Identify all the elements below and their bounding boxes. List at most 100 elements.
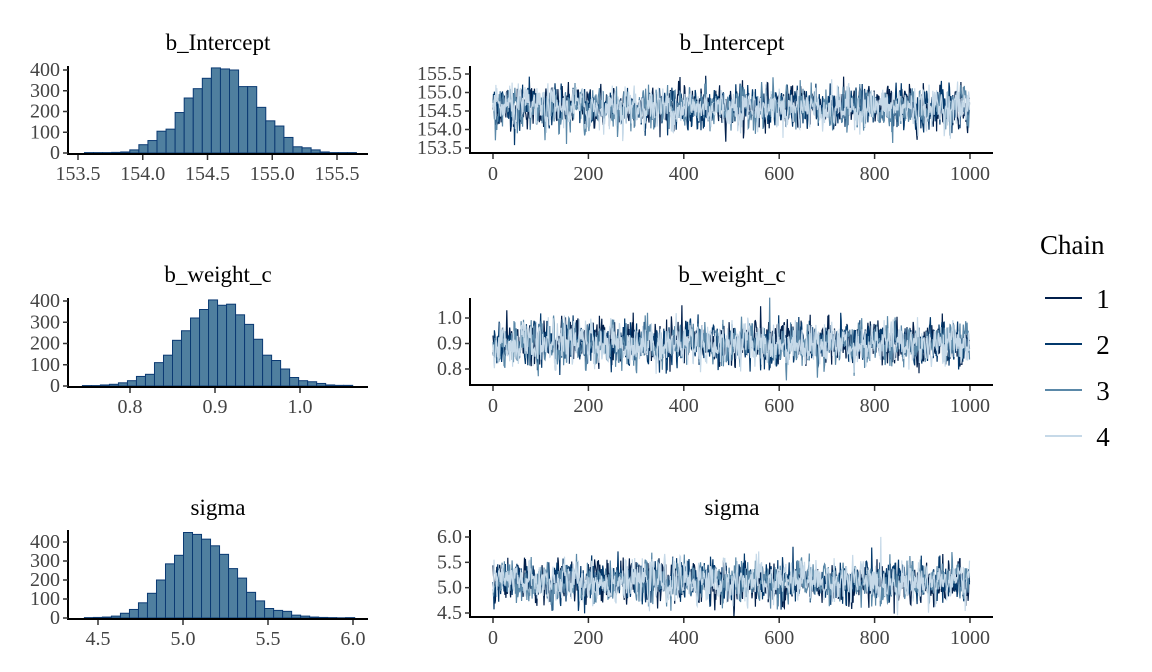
legend-title: Chain	[1040, 230, 1105, 260]
histogram-bar	[265, 120, 276, 154]
histogram-y-tick-label: 200	[30, 101, 60, 123]
histogram-bar	[229, 69, 240, 154]
histogram-bar	[238, 86, 249, 154]
histogram-y-tick-label: 100	[30, 588, 60, 610]
histogram-bar	[181, 330, 192, 387]
histogram-x-tick-label: 1.0	[288, 396, 313, 418]
histogram-x-tick-label: 0.9	[203, 396, 228, 418]
histogram-y-tick-label: 300	[30, 80, 60, 102]
histogram-bar	[237, 577, 248, 619]
histogram-bar	[256, 106, 267, 154]
histogram-bar	[128, 608, 139, 619]
trace-x-tick-label: 600	[764, 395, 794, 417]
trace-x-tick-label: 0	[488, 395, 498, 417]
histogram-bar	[156, 130, 167, 154]
trace-x-tick-label: 400	[669, 627, 699, 649]
histogram-bar	[192, 88, 203, 154]
histogram-x-tick-label: 0.8	[118, 396, 143, 418]
histogram-bar	[334, 384, 345, 387]
trace-y-tick-label: 155.0	[417, 82, 462, 104]
trace-y-tick-label: 6.0	[437, 526, 462, 548]
histogram-title: b_Intercept	[166, 30, 271, 55]
histogram-bar	[292, 146, 303, 154]
trace-line-chain-4	[492, 313, 971, 374]
histogram-bar	[183, 97, 194, 154]
histogram-bar	[273, 609, 284, 619]
histogram-y-tick-label: 400	[30, 59, 60, 81]
legend-label: 2	[1096, 330, 1110, 360]
histogram-x-tick-label: 5.5	[256, 628, 281, 650]
histogram-bar	[262, 354, 273, 387]
trace-x-tick-label: 800	[860, 395, 890, 417]
histogram-bar	[138, 144, 149, 154]
trace-x-tick-label: 200	[573, 395, 603, 417]
histogram-bar	[309, 616, 320, 619]
histogram-bar	[129, 149, 140, 154]
histogram-y-tick-label: 100	[30, 121, 60, 143]
trace-x-tick-label: 200	[573, 627, 603, 649]
histogram-bar	[201, 77, 212, 154]
trace-x-tick-label: 600	[764, 627, 794, 649]
histogram-y-tick-label: 0	[50, 607, 60, 629]
trace-sigma: sigma 4.5 5.0 5.5 6.0 0 200 400 600 800 1000	[437, 495, 993, 649]
histogram-bar	[155, 579, 166, 619]
trace-title: b_Intercept	[680, 30, 785, 55]
histogram-bar	[210, 67, 221, 154]
histogram-bar	[282, 610, 293, 619]
histogram-bar	[201, 538, 212, 619]
histogram-bar	[274, 125, 285, 154]
histogram-bar	[174, 112, 185, 154]
histogram-bar	[316, 382, 327, 387]
trace-x-tick-label: 200	[573, 163, 603, 185]
histogram-bar	[108, 383, 119, 387]
histogram-title: b_weight_c	[164, 262, 271, 287]
histogram-bar	[283, 136, 294, 154]
legend-label: 4	[1096, 422, 1110, 452]
histogram-x-tick-label: 4.5	[86, 628, 111, 650]
histogram-bar	[253, 338, 264, 387]
trace-x-tick-label: 600	[764, 163, 794, 185]
histogram-bar	[174, 554, 185, 619]
histogram-y-tick-label: 300	[30, 550, 60, 572]
histogram-bar	[217, 304, 228, 387]
trace-x-tick-label: 1000	[950, 627, 990, 649]
legend-label: 1	[1096, 284, 1110, 314]
histogram-bar	[271, 360, 282, 387]
trace-x-tick-label: 1000	[950, 395, 990, 417]
histogram-y-tick-label: 100	[30, 354, 60, 376]
trace-y-tick-label: 5.0	[437, 577, 462, 599]
histogram-bar	[147, 140, 158, 154]
trace-y-tick-label: 0.8	[437, 358, 462, 380]
trace-title: sigma	[705, 495, 760, 520]
trace-x-tick-label: 0	[488, 163, 498, 185]
histogram-bar	[319, 151, 330, 154]
histogram-bar	[226, 303, 237, 387]
trace-x-tick-label: 400	[669, 163, 699, 185]
trace-b_weight_c: b_weight_c 0.8 0.9 1.0 0 200 400 600 800 1000	[437, 262, 993, 417]
histogram-bar	[135, 375, 146, 387]
histogram-x-tick-label: 153.5	[56, 163, 101, 185]
trace-x-tick-label: 1000	[950, 163, 990, 185]
trace-line-chain-4	[492, 536, 971, 616]
histogram-bar	[144, 373, 155, 387]
histogram-bar	[310, 149, 321, 154]
trace-y-tick-label: 155.5	[417, 63, 462, 85]
histogram-bar	[298, 380, 309, 387]
histogram-bar	[164, 563, 176, 619]
histogram-bar	[126, 380, 137, 387]
histogram-x-tick-label: 155.0	[250, 163, 295, 185]
histogram-bar	[280, 368, 291, 387]
histogram-bar	[111, 151, 122, 154]
histogram-y-tick-label: 200	[30, 333, 60, 355]
histogram-bar	[244, 323, 255, 387]
histogram-bar	[318, 616, 329, 619]
trace-x-tick-label: 800	[860, 627, 890, 649]
histogram-bar	[325, 384, 336, 387]
